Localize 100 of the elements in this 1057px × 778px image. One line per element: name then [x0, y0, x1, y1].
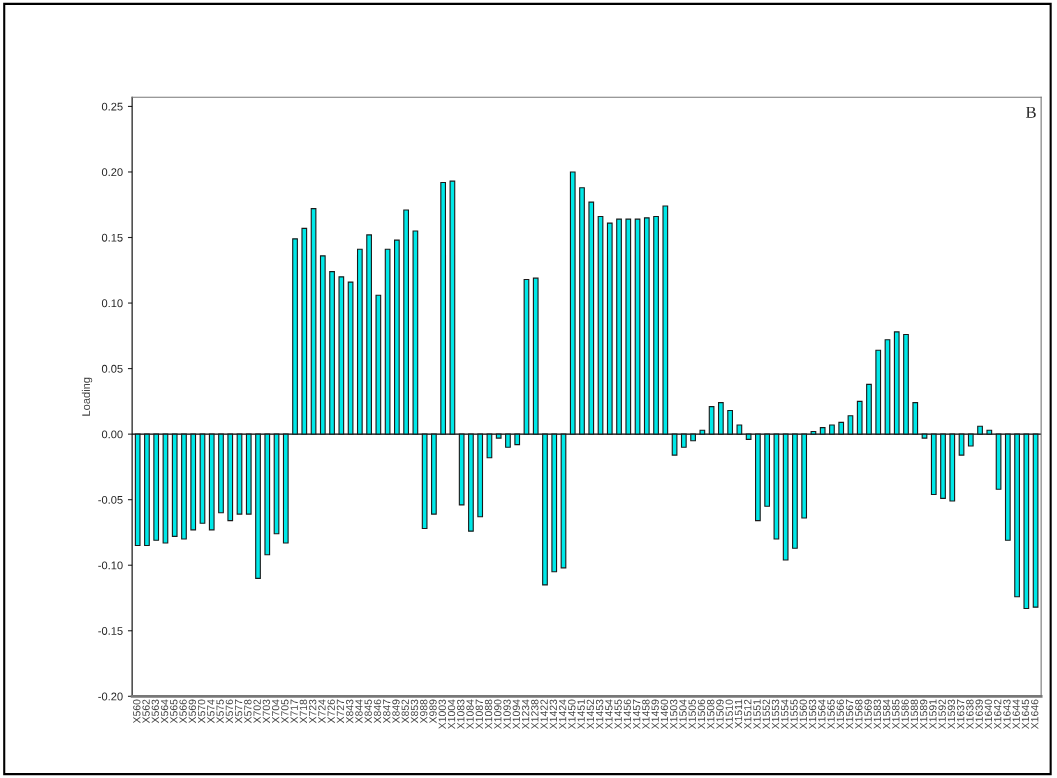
bar	[394, 239, 400, 435]
x-tick-label: X1234	[521, 699, 530, 729]
bar	[967, 433, 974, 447]
x-tick-label: X1645	[1021, 699, 1030, 729]
y-tick-label: 0.05	[101, 364, 123, 373]
x-tick-label: X853	[410, 699, 419, 724]
x-tick-label: X1586	[901, 699, 909, 729]
bar	[745, 433, 752, 440]
bar	[458, 433, 465, 506]
x-tick-label: X717	[290, 699, 298, 724]
x-tick-label: X1505	[688, 699, 696, 729]
x-tick-label: X1453	[595, 699, 604, 729]
x-tick-label: X1509	[716, 699, 724, 729]
bar	[662, 205, 669, 435]
y-tick-label: 0.00	[101, 430, 123, 439]
bar	[356, 248, 363, 435]
bar	[680, 433, 687, 448]
x-tick-label: X1088	[484, 699, 493, 729]
bar	[505, 433, 511, 448]
x-tick-label: X1508	[707, 699, 715, 729]
bar	[829, 424, 835, 435]
bar	[144, 433, 150, 547]
bar	[671, 433, 678, 456]
x-tick-label: X1423	[549, 699, 558, 729]
y-tick-label: 0.25	[101, 102, 123, 111]
x-tick-label: X1455	[614, 699, 622, 729]
bar	[264, 433, 271, 556]
x-tick-label: X1564	[818, 699, 826, 729]
bar	[171, 433, 178, 537]
bar	[643, 217, 650, 435]
bar	[717, 402, 724, 435]
bar	[764, 433, 771, 507]
x-tick-label: X845	[364, 699, 372, 724]
x-tick-label: X1566	[836, 699, 844, 729]
y-tick-label: 0.20	[101, 168, 123, 177]
x-tick-label: X574	[207, 699, 215, 724]
bar	[329, 271, 335, 435]
x-tick-label: X1090	[494, 699, 502, 729]
bar	[255, 433, 261, 579]
x-tick-label: X718	[299, 699, 308, 724]
annotation: B	[1025, 106, 1036, 118]
x-tick-label: X1646	[1031, 699, 1039, 729]
x-tick-label: X1552	[762, 699, 770, 729]
x-tick-label: X1592	[938, 699, 946, 729]
x-tick-label: X1640	[984, 699, 993, 729]
bar	[551, 433, 558, 573]
bar	[727, 409, 733, 435]
x-tick-label: X727	[336, 699, 345, 724]
x-tick-label: X1565	[827, 699, 835, 729]
bar	[1032, 433, 1039, 608]
x-tick-label: X1457	[633, 699, 641, 729]
x-tick-label: X1583	[873, 699, 882, 729]
bar	[134, 433, 141, 547]
bar	[162, 433, 169, 544]
x-tick-label: X852	[401, 699, 409, 724]
bar	[856, 400, 863, 435]
bar	[921, 433, 928, 439]
x-tick-label: X1567	[845, 699, 854, 729]
x-tick-label: X1004	[447, 699, 456, 729]
x-tick-label: X1563	[808, 699, 817, 729]
bar	[227, 433, 234, 522]
bar	[838, 421, 845, 435]
bar	[690, 433, 696, 442]
x-tick-label: X560	[133, 699, 141, 724]
bar	[532, 277, 539, 435]
x-tick-label: X723	[308, 699, 317, 724]
bar	[819, 427, 826, 435]
x-tick-label: X705	[281, 699, 289, 724]
x-tick-label: X1568	[855, 699, 863, 729]
bar	[301, 227, 308, 435]
x-tick-label: X1087	[475, 699, 483, 729]
x-tick-label: X1510	[725, 699, 733, 729]
x-tick-label: X564	[160, 699, 169, 724]
y-tick-label: -0.05	[98, 495, 123, 504]
x-tick-label: X1460	[660, 699, 669, 729]
x-tick-label: X1454	[605, 699, 613, 729]
x-tick-label: X988	[420, 699, 428, 724]
bar	[958, 433, 965, 456]
bar	[708, 406, 715, 435]
bar	[773, 433, 780, 540]
bar	[912, 402, 919, 435]
bar	[930, 433, 937, 495]
x-tick-label: X1642	[993, 699, 1002, 729]
bar	[792, 433, 798, 549]
x-tick-label: X578	[244, 699, 252, 724]
bar	[977, 425, 983, 435]
x-tick-label: X570	[197, 699, 206, 724]
bar	[736, 424, 743, 435]
bar	[625, 218, 632, 435]
bar	[495, 433, 502, 439]
bar	[468, 433, 474, 532]
x-tick-label: X1459	[651, 699, 659, 729]
bar	[486, 433, 493, 459]
bar	[542, 433, 548, 586]
bar	[634, 218, 641, 435]
x-tick-label: X724	[318, 699, 326, 724]
x-tick-label: X844	[355, 699, 363, 724]
y-axis-title: Loading	[81, 377, 93, 416]
x-tick-label: X1093	[503, 699, 511, 729]
bar	[1004, 433, 1011, 541]
